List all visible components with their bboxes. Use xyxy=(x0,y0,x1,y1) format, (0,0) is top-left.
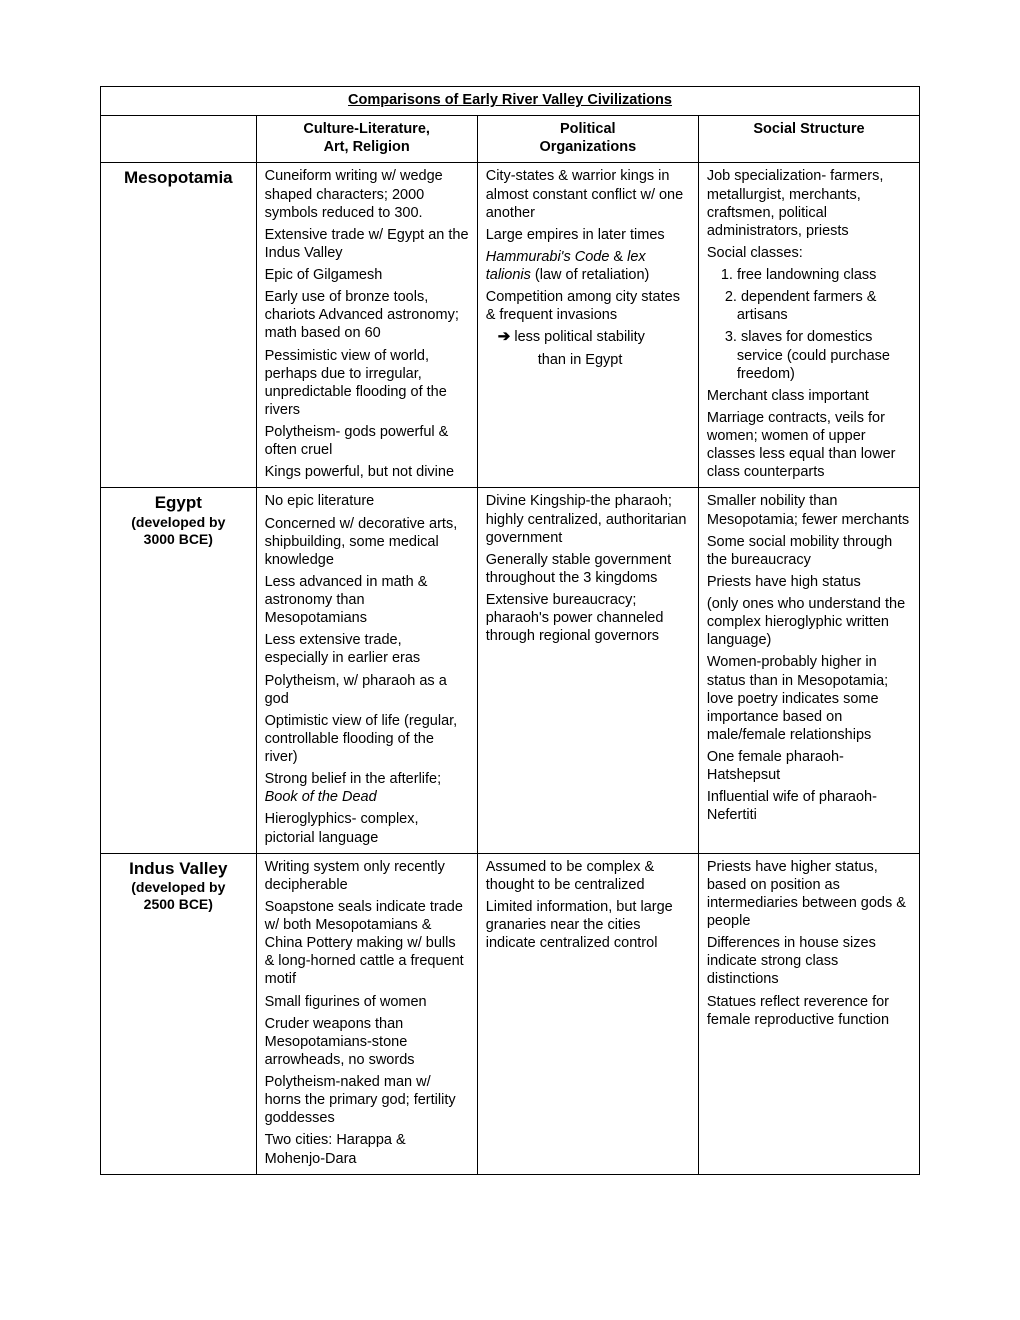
cell-text: Cruder weapons than Mesopotamians-stone … xyxy=(265,1015,469,1069)
cell-text: No epic literature xyxy=(265,492,469,510)
cell-text: Job specialization- farmers, metallurgis… xyxy=(707,167,911,240)
italic-text: Book of the Dead xyxy=(265,789,377,805)
cell-text: City-states & warrior kings in almost co… xyxy=(486,167,690,221)
table-title: Comparisons of Early River Valley Civili… xyxy=(101,87,920,116)
list-item: 3. slaves for domestics service (could p… xyxy=(707,328,911,382)
cell-egypt-social: Smaller nobility than Mesopotamia; fewer… xyxy=(698,488,919,853)
cell-text: Some social mobility through the bureauc… xyxy=(707,533,911,569)
table-row: Mesopotamia Cuneiform writing w/ wedge s… xyxy=(101,163,920,488)
cell-text: (only ones who understand the complex hi… xyxy=(707,595,911,649)
cell-meso-social: Job specialization- farmers, metallurgis… xyxy=(698,163,919,488)
cell-text: than in Egypt xyxy=(486,351,690,369)
cell-text: One female pharaoh-Hatshepsut xyxy=(707,748,911,784)
row-header-indus: Indus Valley (developed by 2500 BCE) xyxy=(101,853,257,1174)
cell-text: Competition among city states & frequent… xyxy=(486,288,690,324)
table-row: Egypt (developed by 3000 BCE) No epic li… xyxy=(101,488,920,853)
cell-indus-political: Assumed to be complex & thought to be ce… xyxy=(477,853,698,1174)
civ-name: Indus Valley xyxy=(109,858,248,879)
cell-text: Generally stable government throughout t… xyxy=(486,551,690,587)
cell-text: Priests have high status xyxy=(707,573,911,591)
col-header-line: Culture-Literature, xyxy=(303,121,430,137)
cell-text: Epic of Gilgamesh xyxy=(265,266,469,284)
cell-text: Polytheism, w/ pharaoh as a god xyxy=(265,672,469,708)
row-header-egypt: Egypt (developed by 3000 BCE) xyxy=(101,488,257,853)
col-header-line: Art, Religion xyxy=(324,139,410,155)
cell-egypt-political: Divine Kingship-the pharaoh; highly cent… xyxy=(477,488,698,853)
italic-text: Hammurabi's Code xyxy=(486,249,610,265)
row-header-mesopotamia: Mesopotamia xyxy=(101,163,257,488)
cell-text: Women-probably higher in status than in … xyxy=(707,653,911,744)
cell-text: Polytheism-naked man w/ horns the primar… xyxy=(265,1073,469,1127)
civ-subtitle: 2500 BCE) xyxy=(109,896,248,914)
cell-text: Cuneiform writing w/ wedge shaped charac… xyxy=(265,167,469,221)
page: Comparisons of Early River Valley Civili… xyxy=(0,0,1020,1320)
cell-meso-political: City-states & warrior kings in almost co… xyxy=(477,163,698,488)
cell-indus-culture: Writing system only recently decipherabl… xyxy=(256,853,477,1174)
list-item: 2. dependent farmers & artisans xyxy=(707,288,911,324)
civ-name: Egypt xyxy=(109,492,248,513)
cell-text: Kings powerful, but not divine xyxy=(265,463,469,481)
cell-text: Smaller nobility than Mesopotamia; fewer… xyxy=(707,492,911,528)
cell-text: ➔ less political stability xyxy=(486,328,690,347)
cell-text: Divine Kingship-the pharaoh; highly cent… xyxy=(486,492,690,546)
cell-text: Large empires in later times xyxy=(486,226,690,244)
col-header-line: Political xyxy=(560,121,616,137)
cell-meso-culture: Cuneiform writing w/ wedge shaped charac… xyxy=(256,163,477,488)
row-header-blank xyxy=(101,116,257,163)
cell-text: Two cities: Harappa & Mohenjo-Dara xyxy=(265,1131,469,1167)
cell-text: Pessimistic view of world, perhaps due t… xyxy=(265,347,469,420)
list-item: 1. free landowning class xyxy=(707,266,911,284)
cell-text: Extensive bureaucracy; pharaoh's power c… xyxy=(486,591,690,645)
cell-text: Influential wife of pharaoh-Nefertiti xyxy=(707,788,911,824)
cell-text: Limited information, but large granaries… xyxy=(486,898,690,952)
cell-text: Hammurabi's Code & lex talionis (law of … xyxy=(486,248,690,284)
arrow-right-icon: ➔ xyxy=(498,328,511,345)
cell-egypt-culture: No epic literature Concerned w/ decorati… xyxy=(256,488,477,853)
civ-name: Mesopotamia xyxy=(109,167,248,188)
cell-text: Statues reflect reverence for female rep… xyxy=(707,993,911,1029)
cell-text: Extensive trade w/ Egypt an the Indus Va… xyxy=(265,226,469,262)
cell-text: Marriage contracts, veils for women; wom… xyxy=(707,409,911,482)
table-row: Indus Valley (developed by 2500 BCE) Wri… xyxy=(101,853,920,1174)
cell-indus-social: Priests have higher status, based on pos… xyxy=(698,853,919,1174)
civ-subtitle: 3000 BCE) xyxy=(109,531,248,549)
cell-text: Less advanced in math & astronomy than M… xyxy=(265,573,469,627)
cell-text: Less extensive trade, especially in earl… xyxy=(265,631,469,667)
cell-text: Strong belief in the afterlife; Book of … xyxy=(265,770,469,806)
cell-text: Early use of bronze tools, chariots Adva… xyxy=(265,288,469,342)
cell-text: Polytheism- gods powerful & often cruel xyxy=(265,423,469,459)
cell-text: Small figurines of women xyxy=(265,993,469,1011)
col-header-line: Organizations xyxy=(539,139,636,155)
cell-text: Differences in house sizes indicate stro… xyxy=(707,934,911,988)
col-header-line: Social Structure xyxy=(753,121,864,137)
cell-text: Merchant class important xyxy=(707,387,911,405)
cell-text-span: Strong belief in the afterlife; xyxy=(265,771,442,787)
col-header-social: Social Structure xyxy=(698,116,919,163)
col-header-political: Political Organizations xyxy=(477,116,698,163)
cell-text: Hieroglyphics- complex, pictorial langua… xyxy=(265,810,469,846)
cell-text-span: less political stability xyxy=(510,329,645,345)
cell-text: Assumed to be complex & thought to be ce… xyxy=(486,858,690,894)
col-header-culture: Culture-Literature, Art, Religion xyxy=(256,116,477,163)
cell-text: Concerned w/ decorative arts, shipbuildi… xyxy=(265,515,469,569)
cell-text: Social classes: xyxy=(707,244,911,262)
cell-text-span: (law of retaliation) xyxy=(531,267,649,283)
civ-subtitle: (developed by xyxy=(109,879,248,897)
cell-text: Optimistic view of life (regular, contro… xyxy=(265,712,469,766)
cell-text: Soapstone seals indicate trade w/ both M… xyxy=(265,898,469,989)
cell-text: Writing system only recently decipherabl… xyxy=(265,858,469,894)
comparison-table: Comparisons of Early River Valley Civili… xyxy=(100,86,920,1175)
cell-text: Priests have higher status, based on pos… xyxy=(707,858,911,931)
civ-subtitle: (developed by xyxy=(109,514,248,532)
cell-text-span: & xyxy=(609,249,627,265)
